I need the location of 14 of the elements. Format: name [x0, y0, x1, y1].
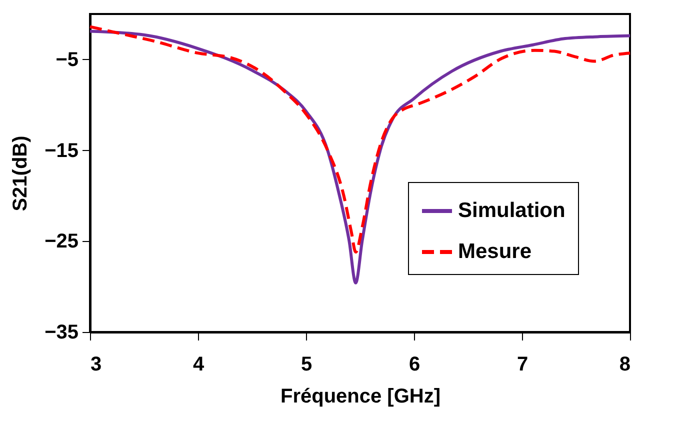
x-tick-label: 8 [619, 354, 630, 376]
y-tick-label: −35 [44, 322, 78, 344]
x-axis-title: Fréquence [GHz] [280, 386, 441, 408]
x-tick-label: 5 [300, 354, 312, 376]
legend-label: Simulation [458, 199, 566, 222]
y-tick-label: −15 [44, 140, 78, 162]
x-tick-label: 3 [90, 354, 102, 376]
legend-label: Mesure [458, 240, 532, 263]
y-tick-label: −25 [44, 230, 78, 253]
x-tick-label: 7 [516, 354, 528, 376]
x-tick-label: 4 [192, 354, 205, 376]
y-axis-title: S21(dB) [10, 136, 32, 212]
x-tick-label: 6 [408, 354, 420, 376]
y-tick-label: −5 [56, 48, 78, 71]
